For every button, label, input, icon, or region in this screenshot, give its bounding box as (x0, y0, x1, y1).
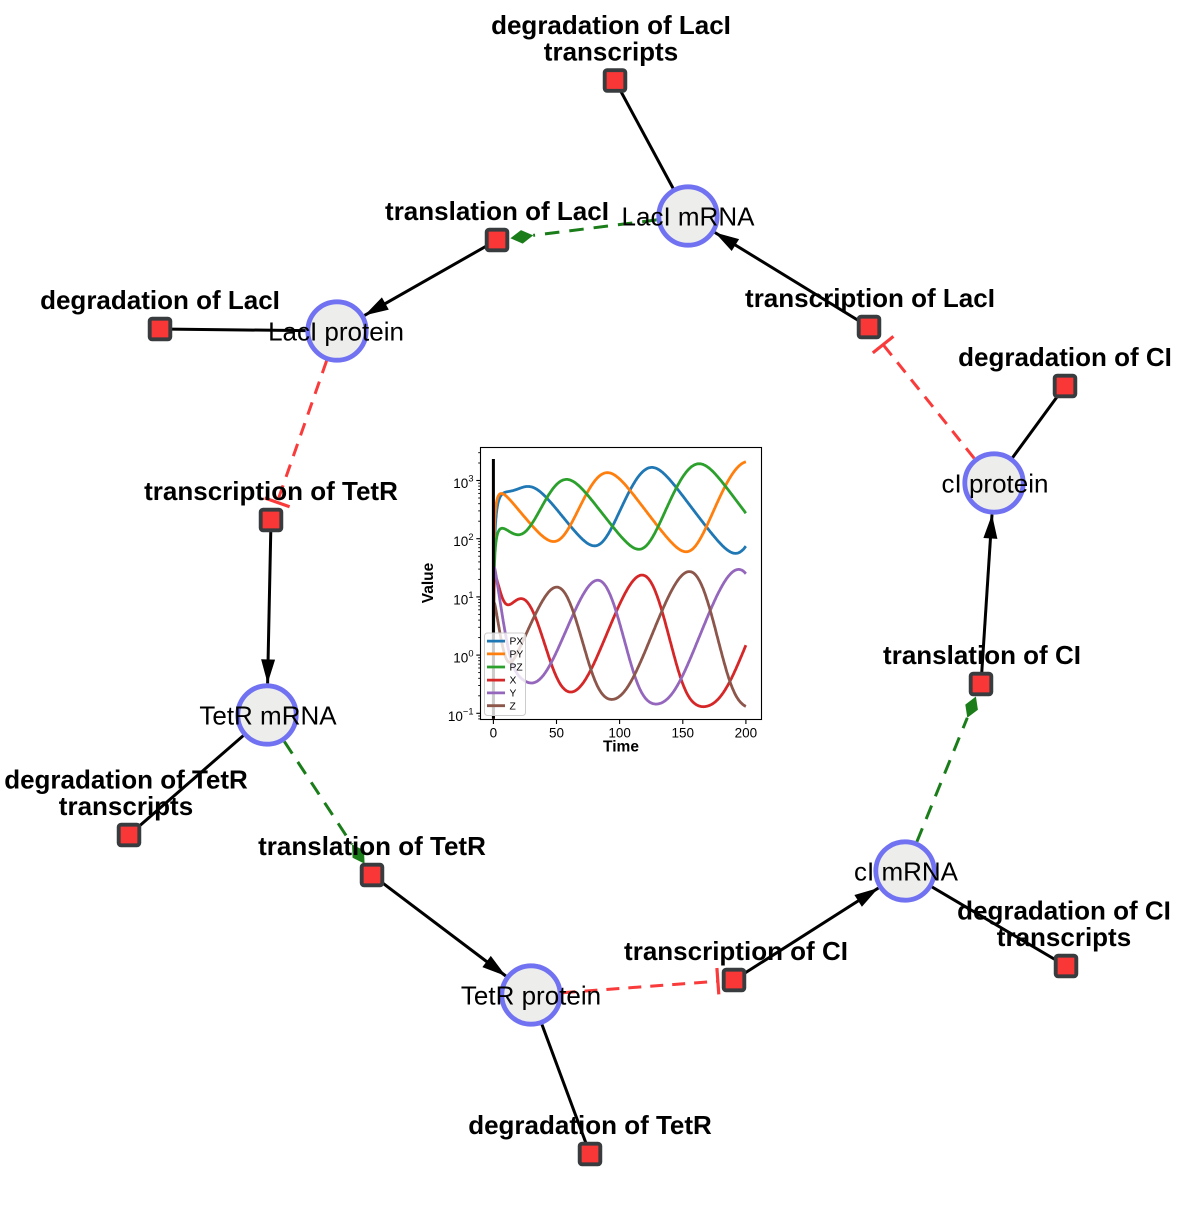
svg-text:transcripts: transcripts (997, 922, 1131, 952)
svg-text:Value: Value (420, 562, 437, 603)
svg-text:TetR mRNA: TetR mRNA (199, 701, 337, 731)
svg-text:degradation of TetR: degradation of TetR (4, 765, 248, 795)
svg-text:degradation of TetR: degradation of TetR (468, 1110, 712, 1140)
svg-text:200: 200 (735, 726, 758, 741)
svg-text:translation of TetR: translation of TetR (258, 831, 486, 861)
svg-text:TetR protein: TetR protein (461, 981, 601, 1011)
svg-text:0: 0 (490, 726, 498, 741)
svg-text:X: X (510, 676, 517, 687)
svg-text:translation of LacI: translation of LacI (385, 196, 609, 226)
svg-text:cI mRNA: cI mRNA (854, 857, 959, 887)
svg-text:PX: PX (510, 637, 524, 648)
svg-text:transcription of LacI: transcription of LacI (745, 283, 995, 313)
svg-text:LacI mRNA: LacI mRNA (622, 202, 756, 232)
svg-text:cI protein: cI protein (942, 469, 1049, 499)
svg-text:Z: Z (510, 701, 516, 712)
svg-text:150: 150 (672, 726, 695, 741)
svg-text:translation of CI: translation of CI (883, 640, 1081, 670)
svg-text:Y: Y (510, 689, 517, 700)
svg-text:degradation of LacI: degradation of LacI (40, 285, 280, 315)
svg-text:LacI protein: LacI protein (268, 317, 404, 347)
svg-text:degradation of CI: degradation of CI (958, 342, 1172, 372)
svg-text:PY: PY (510, 650, 524, 661)
svg-text:100: 100 (608, 726, 631, 741)
svg-text:Time: Time (603, 739, 639, 756)
svg-text:transcription of CI: transcription of CI (624, 936, 848, 966)
svg-text:PZ: PZ (510, 663, 523, 674)
svg-text:degradation of CI: degradation of CI (957, 896, 1171, 926)
svg-text:degradation of LacI: degradation of LacI (491, 10, 731, 40)
svg-text:transcripts: transcripts (59, 791, 193, 821)
svg-text:50: 50 (549, 726, 564, 741)
svg-text:transcription of TetR: transcription of TetR (144, 476, 398, 506)
svg-text:transcripts: transcripts (544, 37, 678, 67)
